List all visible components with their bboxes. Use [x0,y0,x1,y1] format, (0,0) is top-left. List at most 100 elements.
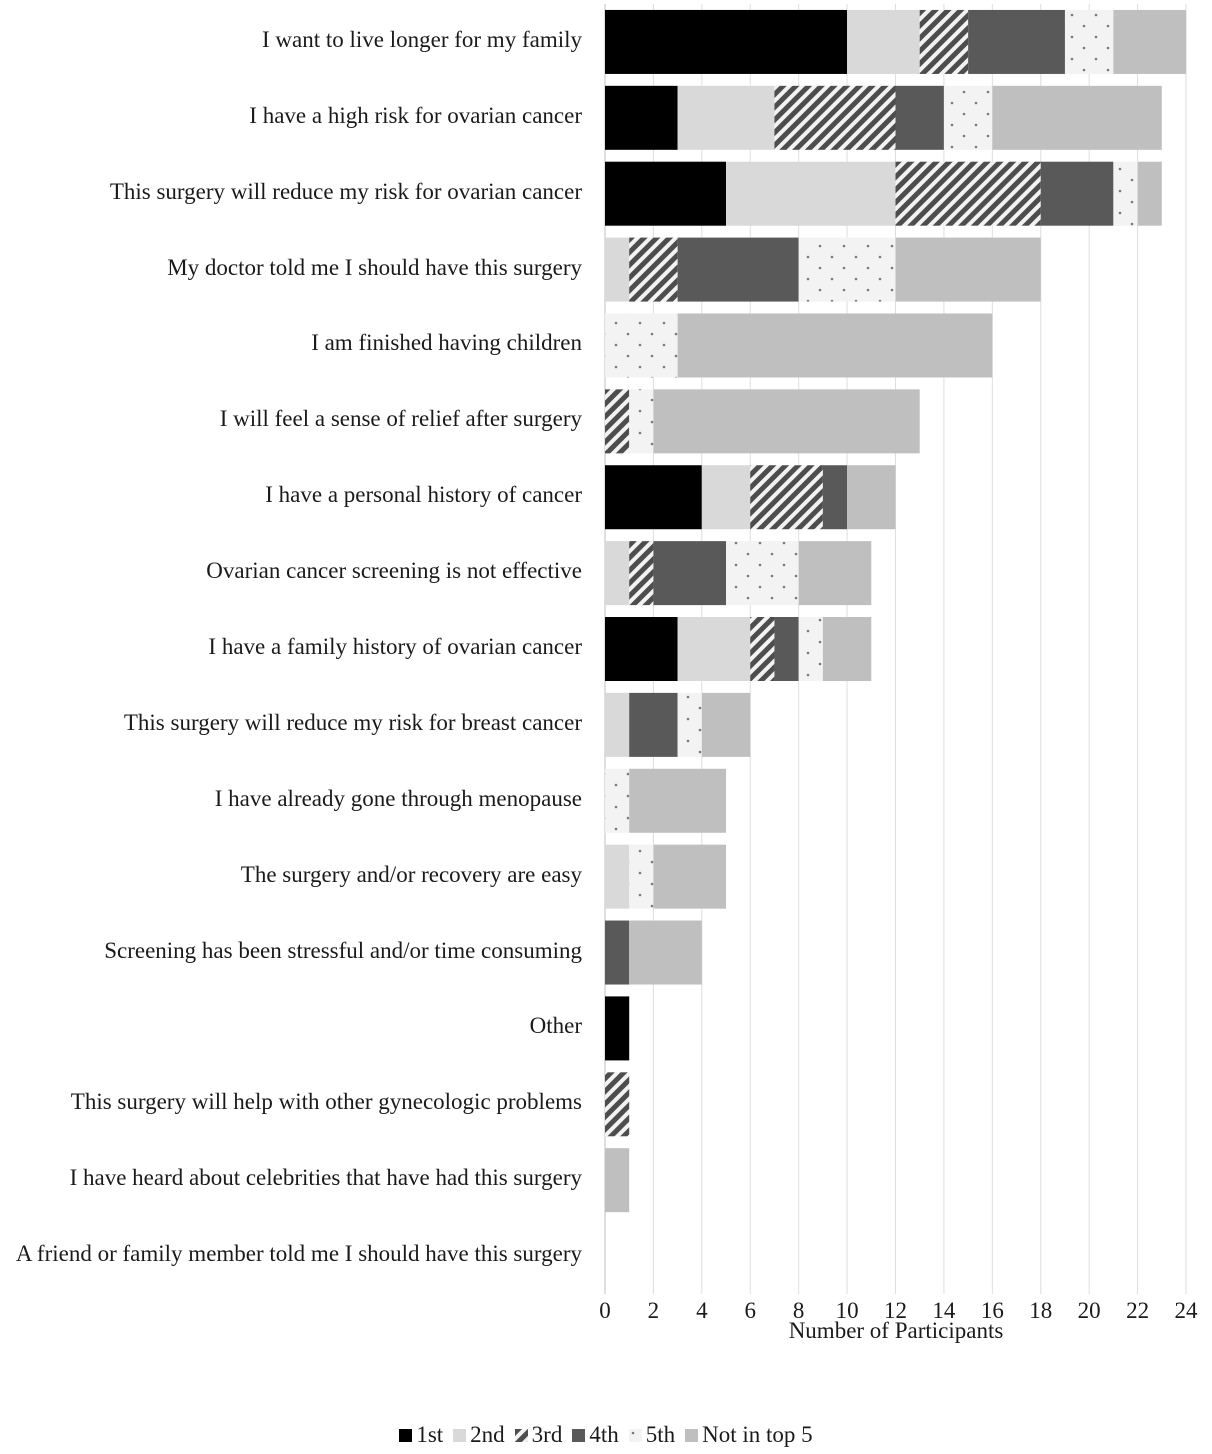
bar-segment [701,692,751,757]
bar-segment [605,617,678,681]
x-tick-label: 8 [793,1298,805,1323]
bar-segment [605,692,630,757]
bar-segment [605,9,848,74]
bar-segment [629,237,678,302]
bar-segment [774,85,896,150]
category-label: This surgery will reduce my risk for bre… [123,709,582,735]
legend-swatch [514,1429,528,1442]
bar-segment [701,465,751,530]
bar-segment [629,844,654,909]
x-tick-label: 16 [981,1298,1004,1323]
bar-segment [605,844,630,909]
bar-segment [605,389,630,454]
bar-segment [605,1148,630,1213]
bar-segment [1137,161,1162,226]
legend-label: 2nd [470,1422,505,1447]
bar-segment [895,161,1041,226]
bar-segment [774,617,799,681]
category-label: A friend or family member told me I shou… [15,1241,582,1267]
bar-segment [726,161,896,226]
legend-label: 5th [645,1422,676,1447]
legend-item: 2nd [453,1422,505,1448]
legend-item: 1st [399,1422,443,1448]
bar-segment [605,920,630,985]
bar-segment [629,389,654,454]
bar-segment [629,768,727,833]
x-tick-label: 4 [696,1298,708,1323]
bar-segment [822,465,848,530]
bar-segment [750,617,775,681]
bar-segment [847,9,920,74]
category-label: Screening has been stressful and/or time… [104,937,582,963]
bar-segment [605,541,630,606]
x-tick-label: 22 [1126,1298,1149,1323]
category-label: My doctor told me I should have this sur… [167,254,582,280]
x-tick-label: 24 [1175,1298,1199,1323]
x-tick-label: 6 [745,1298,757,1323]
bar-segment [1113,161,1138,226]
category-label: I have a personal history of cancer [265,482,582,508]
bar-segment [605,768,630,833]
bar-segment [822,617,872,681]
bar-segment [629,692,678,757]
bar-segment [847,465,896,530]
legend-item: 3rd [514,1422,563,1448]
bar-segment [895,237,1041,302]
bar-segment [968,9,1065,74]
bar-segment [895,85,944,150]
bar-segment [677,617,751,681]
bar-segment [677,85,775,150]
bar-segment [726,541,799,606]
bar-segment [943,85,993,150]
bar-segment [798,541,872,606]
category-label: This surgery will help with other gyneco… [70,1089,582,1115]
category-label: I will feel a sense of relief after surg… [219,406,582,432]
bar-segment [653,541,727,606]
bar-segment [1040,161,1114,226]
legend-swatch [685,1429,699,1442]
x-tick-label: 18 [1029,1298,1052,1323]
bar-segment [605,996,630,1061]
legend-label: 3rd [531,1422,563,1447]
category-label: I have already gone through menopause [214,785,582,811]
bar-segment [750,465,823,530]
bar-segment [1064,9,1114,74]
legend-swatch [572,1429,586,1442]
x-tick-label: 0 [599,1298,611,1323]
category-label: I have heard about celebrities that have… [69,1165,582,1191]
legend-swatch [399,1429,413,1442]
bar-segment [605,313,678,378]
legend: 1st 2nd 3rd 4th 5th Not in top 5 [0,1422,1212,1448]
category-label: This surgery will reduce my risk for ova… [109,178,582,204]
bar-segment [605,465,702,530]
category-label: I have a high risk for ovarian cancer [249,102,582,128]
bar-segment [653,389,920,454]
legend-label: Not in top 5 [702,1422,813,1447]
bar-segment [605,237,630,302]
category-label: I want to live longer for my family [261,26,582,52]
category-label: I am finished having children [311,330,582,356]
legend-label: 1st [416,1422,444,1447]
bar-segment [629,541,654,606]
bar-segment [798,617,823,681]
x-tick-label: 2 [648,1298,660,1323]
category-label: Ovarian cancer screening is not effectiv… [206,558,582,584]
x-axis-title: Number of Participants [788,1318,1004,1343]
bar-segment [919,9,969,74]
bar-segment [992,85,1162,150]
legend-item: Not in top 5 [685,1422,813,1448]
legend-swatch [453,1429,467,1442]
bar-segment [605,1072,630,1137]
category-label: The surgery and/or recovery are easy [240,861,582,887]
legend-swatch [628,1429,642,1442]
bar-segment [629,920,702,985]
x-tick-label: 12 [884,1298,907,1323]
bar-segment [677,237,799,302]
bar-segment [1113,9,1186,74]
bar-segment [677,313,993,378]
bar-segment [798,237,896,302]
category-label: Other [529,1013,582,1039]
bar-segment [653,844,727,909]
legend-item: 4th [572,1422,619,1448]
